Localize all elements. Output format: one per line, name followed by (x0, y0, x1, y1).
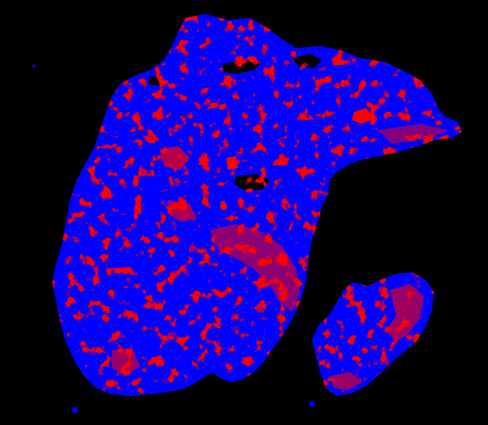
highlight-cluster (226, 156, 238, 170)
islet (309, 401, 315, 407)
highlight-clusters (112, 108, 448, 390)
highlight-cluster (112, 348, 140, 376)
highlight-cluster (330, 372, 362, 390)
highlight-cluster (160, 146, 190, 170)
highlight-cluster (168, 200, 196, 222)
islet (72, 407, 78, 413)
highlight-cluster (352, 108, 374, 124)
islet (32, 64, 36, 68)
highlight-cluster (210, 224, 300, 312)
highlight-cluster (378, 124, 448, 144)
highlight-cluster (386, 284, 424, 342)
